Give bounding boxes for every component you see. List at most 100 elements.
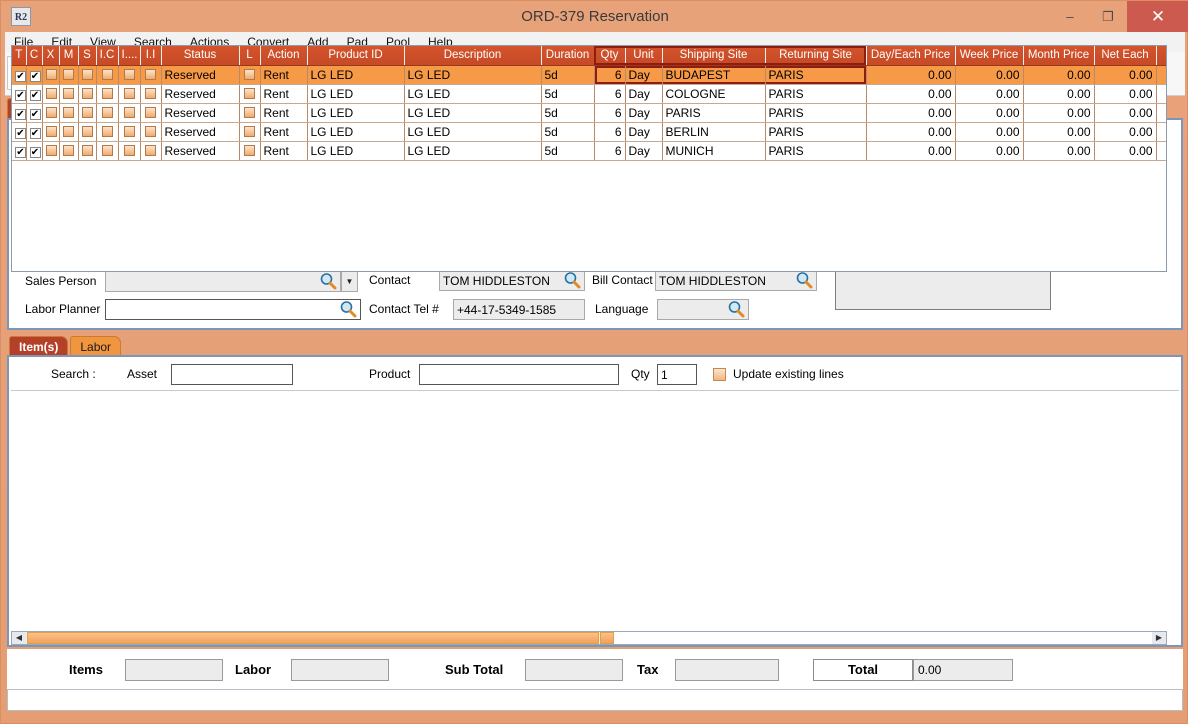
cell-month_price[interactable]: 0.00 (1023, 103, 1095, 123)
update-existing-checkbox[interactable] (713, 368, 726, 381)
column-header-product_id[interactable]: Product ID (307, 46, 405, 66)
row-checkbox-ic[interactable] (101, 107, 113, 118)
cell-m[interactable] (59, 141, 79, 161)
row-checkbox-x[interactable] (45, 145, 57, 156)
column-header-month_price[interactable]: Month Price (1023, 46, 1095, 66)
cell-l[interactable] (239, 122, 261, 142)
document-folder-field[interactable] (835, 266, 1051, 310)
cell-status[interactable]: Reserved (161, 122, 240, 142)
row-checkbox-l[interactable] (244, 69, 255, 80)
row-checkbox-t[interactable]: ✔ (15, 89, 25, 101)
cell-s[interactable] (78, 84, 97, 104)
cell-l[interactable] (239, 84, 261, 104)
column-header-ii[interactable]: I.I (140, 46, 162, 66)
cell-action[interactable]: Rent (260, 103, 308, 123)
cell-m[interactable] (59, 122, 79, 142)
cell-m[interactable] (59, 84, 79, 104)
cell-status[interactable]: Reserved (161, 65, 240, 85)
row-checkbox-x[interactable] (45, 107, 57, 118)
column-header-week_price[interactable]: Week Price (955, 46, 1024, 66)
column-header-unit[interactable]: Unit (625, 46, 663, 66)
items-grid[interactable]: T C X M S I.C I.... I.I Status L Action Product ID D… (11, 45, 1167, 272)
cell-l[interactable] (239, 141, 261, 161)
cell-unit[interactable]: Day (625, 65, 663, 85)
row-checkbox-l[interactable] (244, 107, 255, 118)
column-header-c[interactable]: C (26, 46, 43, 66)
cell-month_price[interactable]: 0.00 (1023, 141, 1095, 161)
cell-shipping_site[interactable]: PARIS (662, 103, 766, 123)
cell-description[interactable]: LG LED (404, 141, 542, 161)
cell-total[interactable] (1156, 122, 1166, 142)
bill-contact-search-icon[interactable] (795, 271, 813, 289)
cell-i[interactable] (118, 65, 141, 85)
row-checkbox-l[interactable] (244, 126, 255, 137)
cell-ic[interactable] (96, 122, 119, 142)
cell-l[interactable] (239, 103, 261, 123)
row-checkbox-t[interactable]: ✔ (15, 108, 25, 120)
cell-week_price[interactable]: 0.00 (955, 65, 1024, 85)
cell-c[interactable]: ✔ (26, 141, 43, 161)
cell-c[interactable]: ✔ (26, 103, 43, 123)
row-checkbox-s[interactable] (81, 126, 93, 137)
contact-field[interactable]: TOM HIDDLESTON (439, 270, 585, 291)
cell-i[interactable] (118, 84, 141, 104)
cell-net_each[interactable]: 0.00 (1094, 141, 1157, 161)
row-checkbox-ii[interactable] (145, 145, 156, 156)
row-checkbox-c[interactable]: ✔ (29, 146, 41, 158)
cell-total[interactable] (1156, 141, 1166, 161)
cell-shipping_site[interactable]: MUNICH (662, 141, 766, 161)
cell-action[interactable]: Rent (260, 122, 308, 142)
cell-net_each[interactable]: 0.00 (1094, 103, 1157, 123)
cell-description[interactable]: LG LED (404, 65, 542, 85)
cell-unit[interactable]: Day (625, 141, 663, 161)
cell-unit[interactable]: Day (625, 122, 663, 142)
cell-returning_site[interactable]: PARIS (765, 103, 867, 123)
cell-shipping_site[interactable]: COLOGNE (662, 84, 766, 104)
sales-person-search-icon[interactable] (319, 272, 337, 290)
scroll-right-arrow[interactable]: ▶ (1152, 632, 1166, 644)
cell-week_price[interactable]: 0.00 (955, 141, 1024, 161)
row-checkbox-m[interactable] (63, 69, 74, 80)
row-checkbox-c[interactable]: ✔ (29, 108, 41, 120)
row-checkbox-s[interactable] (81, 69, 93, 80)
cell-t[interactable]: ✔ (12, 122, 27, 142)
cell-qty[interactable]: 6 (594, 141, 626, 161)
cell-qty[interactable]: 6 (594, 65, 626, 85)
row-checkbox-t[interactable]: ✔ (15, 146, 25, 158)
cell-product_id[interactable]: LG LED (307, 84, 405, 104)
scrollbar-track[interactable] (600, 632, 1152, 644)
cell-x[interactable] (42, 65, 60, 85)
cell-month_price[interactable]: 0.00 (1023, 65, 1095, 85)
cell-product_id[interactable]: LG LED (307, 65, 405, 85)
cell-ic[interactable] (96, 141, 119, 161)
cell-net_each[interactable]: 0.00 (1094, 65, 1157, 85)
row-checkbox-ii[interactable] (145, 69, 156, 80)
column-header-total[interactable]: Tot (1156, 46, 1166, 66)
cell-product_id[interactable]: LG LED (307, 122, 405, 142)
row-checkbox-i[interactable] (123, 145, 135, 156)
table-row[interactable]: ✔ ✔ Reserved Rent LG LED LG LED 5d 6 Day COLOGNE P… (12, 84, 1166, 104)
row-checkbox-m[interactable] (63, 126, 74, 137)
cell-ii[interactable] (140, 103, 162, 123)
column-header-returning_site[interactable]: Returning Site (765, 46, 867, 66)
cell-month_price[interactable]: 0.00 (1023, 84, 1095, 104)
column-header-qty[interactable]: Qty (594, 46, 626, 66)
language-search-icon[interactable] (727, 300, 745, 318)
cell-day_each_price[interactable]: 0.00 (866, 103, 956, 123)
cell-week_price[interactable]: 0.00 (955, 103, 1024, 123)
cell-returning_site[interactable]: PARIS (765, 141, 867, 161)
qty-input[interactable]: 1 (657, 364, 697, 385)
sales-person-dropdown[interactable]: ▼ (341, 271, 358, 292)
minimize-button[interactable]: – (1066, 9, 1074, 24)
row-checkbox-c[interactable]: ✔ (29, 89, 41, 101)
row-checkbox-i[interactable] (123, 126, 135, 137)
labor-planner-field[interactable] (105, 299, 361, 320)
cell-m[interactable] (59, 103, 79, 123)
bill-contact-field[interactable]: TOM HIDDLESTON (655, 270, 817, 291)
contact-tel-field[interactable]: +44-17-5349-1585 (453, 299, 585, 320)
cell-unit[interactable]: Day (625, 84, 663, 104)
cell-c[interactable]: ✔ (26, 65, 43, 85)
labor-planner-search-icon[interactable] (339, 300, 357, 318)
table-row[interactable]: ✔ ✔ Reserved Rent LG LED LG LED 5d 6 Day MUNICH PA… (12, 141, 1166, 161)
column-header-l[interactable]: L (239, 46, 261, 66)
